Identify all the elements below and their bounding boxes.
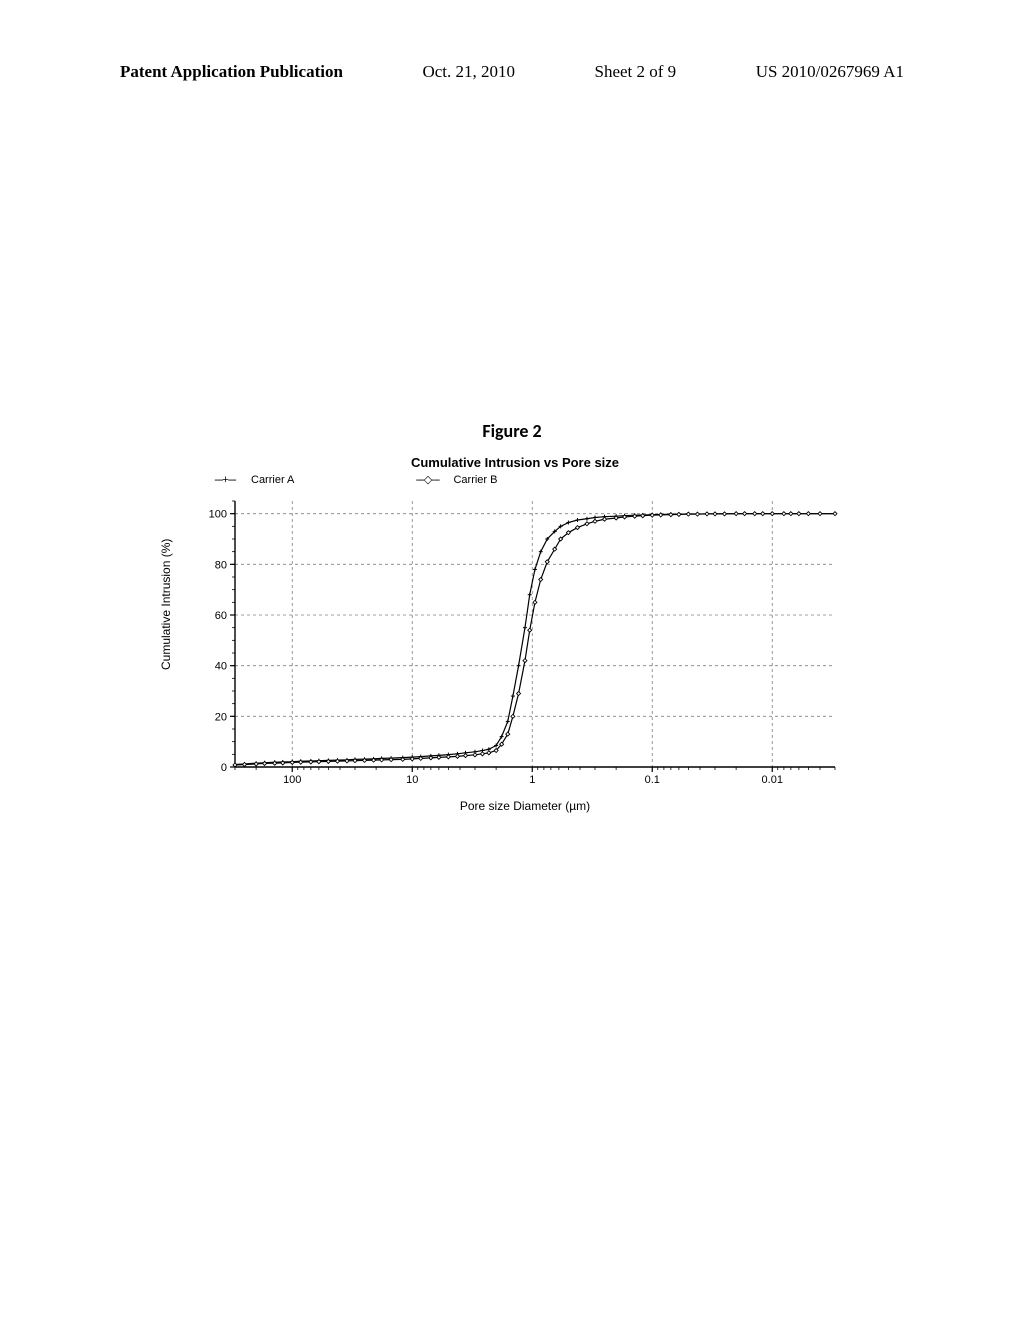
header-docnum: US 2010/0267969 A1 xyxy=(756,62,904,82)
header-publication: Patent Application Publication xyxy=(120,62,343,82)
chart-plot-area: 0 20 40 60 80 100 100 10 1 0.1 0.01 xyxy=(205,495,845,795)
y-axis-label: Cumulative Intrusion (%) xyxy=(159,539,173,670)
header-sheet: Sheet 2 of 9 xyxy=(595,62,677,82)
x-axis-label: Pore size Diameter (µm) xyxy=(205,799,845,813)
svg-text:100: 100 xyxy=(209,509,227,521)
svg-text:1: 1 xyxy=(529,774,535,786)
svg-text:100: 100 xyxy=(283,774,301,786)
svg-text:40: 40 xyxy=(215,661,227,673)
legend-item-carrier-b: ---◇--- Carrier B xyxy=(407,473,497,486)
chart-container: Cumulative Intrusion vs Pore size ---+--… xyxy=(165,455,865,813)
svg-text:0.1: 0.1 xyxy=(645,774,660,786)
svg-text:60: 60 xyxy=(215,610,227,622)
page-header: Patent Application Publication Oct. 21, … xyxy=(0,62,1024,82)
legend-swatch-plus: ---+--- xyxy=(205,474,245,486)
header-date: Oct. 21, 2010 xyxy=(422,62,515,82)
figure-caption: Figure 2 xyxy=(0,420,1024,442)
svg-text:80: 80 xyxy=(215,559,227,571)
svg-text:0: 0 xyxy=(221,762,227,774)
legend-swatch-diamond: ---◇--- xyxy=(407,473,447,486)
svg-text:20: 20 xyxy=(215,711,227,723)
chart-legend: ---+--- Carrier A ---◇--- Carrier B xyxy=(205,473,905,486)
chart-title: Cumulative Intrusion vs Pore size xyxy=(165,455,865,470)
legend-label-b: Carrier B xyxy=(453,474,497,486)
svg-text:10: 10 xyxy=(406,774,418,786)
legend-label-a: Carrier A xyxy=(251,474,294,486)
legend-item-carrier-a: ---+--- Carrier A xyxy=(205,474,294,486)
svg-text:0.01: 0.01 xyxy=(762,774,783,786)
chart-svg: 0 20 40 60 80 100 100 10 1 0.1 0.01 xyxy=(205,495,845,795)
